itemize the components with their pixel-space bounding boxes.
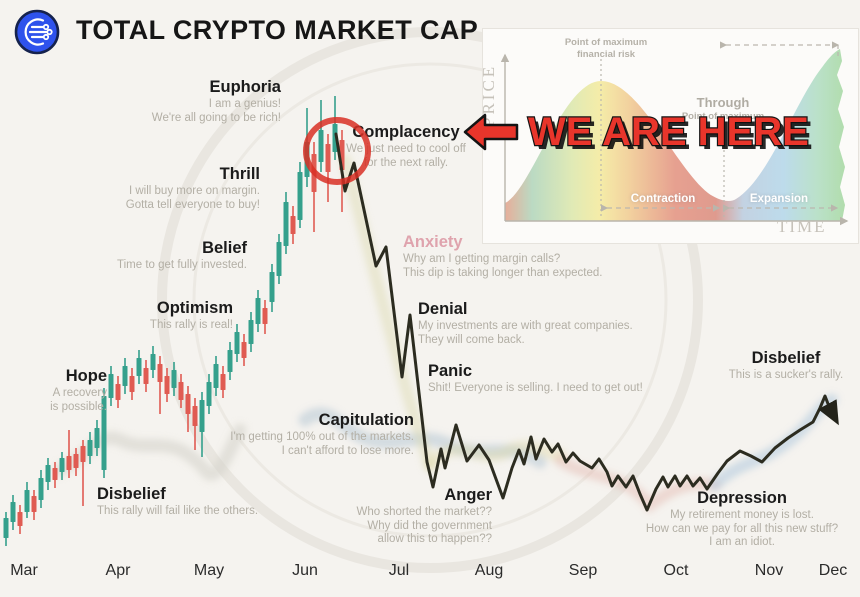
x-axis-label-jul: Jul (388, 562, 410, 579)
page-title: TOTAL CRYPTO MARKET CAP (76, 15, 479, 45)
candle-body (73, 454, 79, 468)
candle-body (213, 364, 219, 388)
x-axis-label-nov: Nov (754, 562, 784, 579)
candle-body (45, 465, 51, 482)
candle-body (262, 308, 268, 324)
candle-body (136, 358, 142, 376)
inset-contraction-label: Contraction (630, 193, 696, 205)
candle-body (66, 456, 72, 470)
inset-max-risk-note: Point of maximum financial risk (564, 37, 648, 60)
highlight-circle (303, 117, 371, 185)
candle-body (192, 406, 198, 426)
chart-header: TOTAL CRYPTO MARKET CAP (0, 0, 860, 62)
candle-body (185, 394, 191, 414)
candle-body (269, 272, 275, 302)
x-axis-label-sep: Sep (568, 562, 598, 579)
coin-watermark-inner-ring (192, 62, 668, 538)
crypto-logo-icon (14, 9, 60, 55)
candle-body (241, 342, 247, 358)
candle-body (115, 384, 121, 400)
candle-body (31, 496, 37, 512)
candle-body (164, 376, 170, 394)
candle-body (94, 428, 100, 448)
candle-body (122, 366, 128, 386)
candle-body (255, 298, 261, 324)
candle-body (150, 354, 156, 370)
candle-body (52, 468, 58, 480)
x-axis-label-may: May (193, 562, 225, 579)
candle-body (248, 320, 254, 344)
we-are-here-annotation: WE ARE HERE (462, 110, 810, 154)
candle-body (178, 382, 184, 400)
candle-body (143, 368, 149, 384)
x-axis-label-apr: Apr (105, 562, 131, 579)
candle-body (297, 172, 303, 220)
price-chart (3, 96, 839, 546)
candle-body (290, 216, 296, 234)
candle-body (234, 332, 240, 354)
inset-guides (600, 41, 840, 217)
candle-body (283, 202, 289, 246)
candles (3, 96, 345, 546)
candle-body (276, 242, 282, 276)
x-axis-label-jun: Jun (292, 562, 318, 579)
inset-time-axis-label: TIME (777, 217, 827, 236)
candle-body (220, 374, 226, 390)
candle-body (199, 400, 205, 432)
candle-body (129, 376, 135, 392)
psychology-line-path (334, 132, 839, 512)
inset-trough-subnote: Point of maximum (681, 111, 765, 122)
left-arrow-icon (463, 113, 519, 151)
candle-body (227, 350, 233, 372)
candle-body (171, 370, 177, 388)
cycle-wave-chart (500, 41, 849, 226)
x-axis-label-dec: Dec (818, 562, 848, 579)
coin-watermark-outer-ring (157, 27, 703, 573)
market-cycle-inset: PRICE TIME Point of maximum financial ri… (479, 28, 859, 244)
inset-trough-label: Through (696, 95, 750, 110)
candle-body (17, 512, 23, 526)
candle-body (10, 502, 16, 522)
candle-body (206, 382, 212, 406)
x-axis: Mar Apr May Jun Jul Aug Sep Oct Nov Dec (0, 558, 860, 588)
candle-body (38, 478, 44, 500)
candle-body (108, 374, 114, 398)
candle-body (87, 440, 93, 456)
cycle-wave-area (505, 49, 845, 221)
x-axis-label-aug: Aug (474, 562, 504, 579)
candle-body (24, 490, 30, 512)
candle-body (3, 518, 9, 538)
x-axis-label-mar: Mar (10, 562, 38, 579)
we-are-here-text: WE ARE HERE (527, 110, 810, 154)
candle-body (101, 396, 107, 470)
psychology-line (334, 132, 839, 512)
candle-body (157, 364, 163, 382)
x-axis-label-oct: Oct (663, 562, 689, 579)
candle-body (59, 458, 65, 472)
inset-expansion-label: Expansion (749, 193, 809, 205)
candle-body (80, 446, 86, 462)
